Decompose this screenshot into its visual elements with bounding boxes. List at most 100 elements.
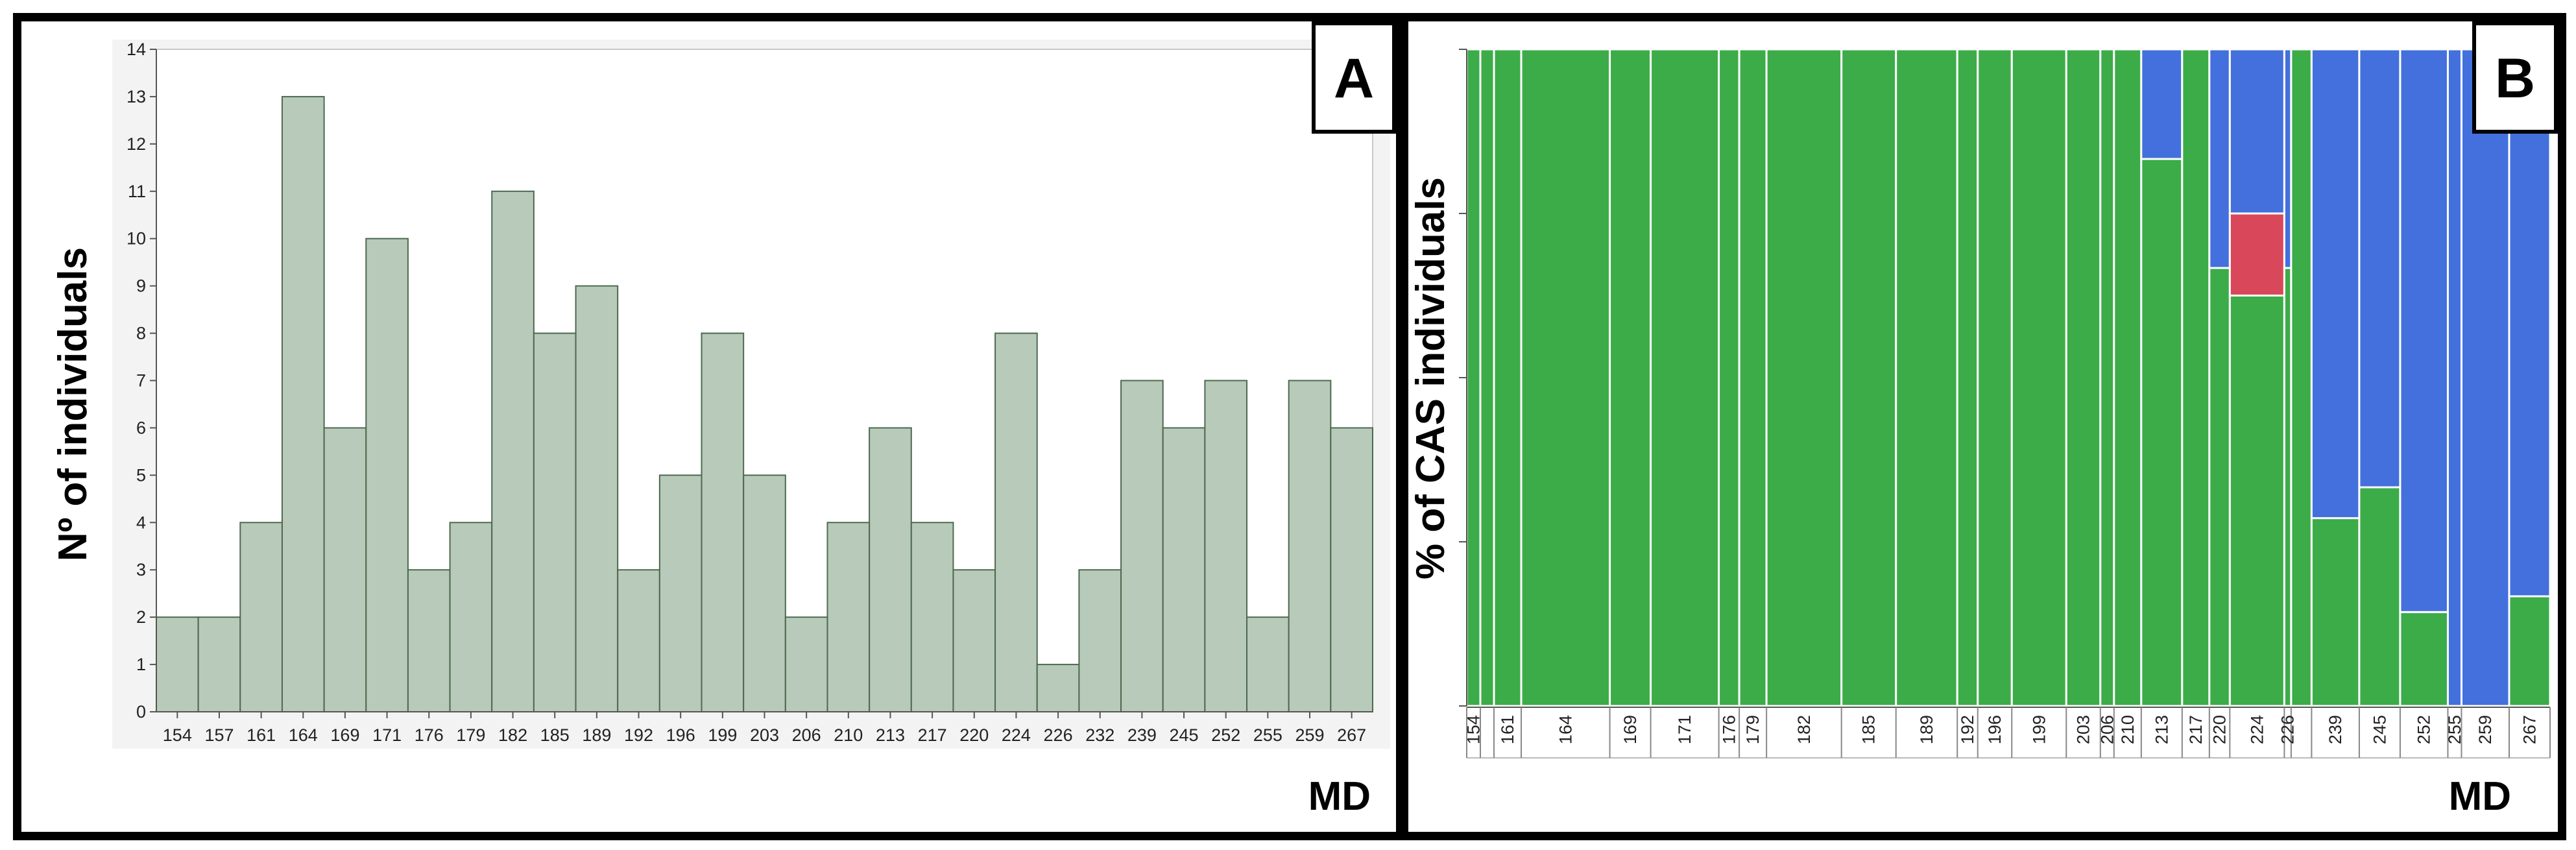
x-tick-label: 169 — [330, 725, 359, 745]
mosaic-segment-green — [2208, 267, 2231, 707]
x-tick-label: 161 — [247, 725, 276, 745]
y-tick-label: 7 — [136, 371, 146, 391]
x-tick-label: 213 — [876, 725, 905, 745]
x-tick-label: 199 — [708, 725, 737, 745]
x-tick-label: 267 — [1337, 725, 1366, 745]
mosaic-segment-green — [1895, 48, 1958, 707]
bar — [617, 569, 660, 713]
bar — [743, 474, 786, 712]
x-tick-label: 252 — [2414, 715, 2434, 744]
x-tick-label: 239 — [1127, 725, 1157, 745]
x-tick-label: 226 — [2278, 715, 2298, 744]
mosaic-segment-green — [2140, 158, 2184, 707]
mosaic-segment-green — [2113, 48, 2143, 707]
mosaic-segment-green — [2508, 595, 2551, 707]
x-tick-label: 164 — [1556, 715, 1575, 744]
bar — [1288, 380, 1332, 712]
mosaic-segment-blue — [2208, 48, 2231, 269]
x-tick-label: 224 — [2247, 715, 2267, 744]
x-tick-label: 226 — [1044, 725, 1073, 745]
bar — [281, 95, 325, 712]
bar — [239, 522, 283, 712]
x-tick-label: 206 — [792, 725, 821, 745]
bar — [575, 285, 619, 712]
x-tick-label: 199 — [2029, 715, 2049, 744]
x-tick-label: 239 — [2326, 715, 2345, 744]
panel-label-box — [1312, 21, 1396, 134]
x-tick-label: 192 — [1958, 715, 1977, 744]
x-tick-label: 189 — [1917, 715, 1936, 744]
y-axis-title: % of CAS individuals — [1408, 177, 1453, 579]
bar — [910, 522, 954, 712]
bar — [701, 332, 745, 713]
x-tick-label: 232 — [1085, 725, 1114, 745]
x-tick-label: 267 — [2520, 715, 2539, 744]
x-tick-label: 164 — [289, 725, 318, 745]
x-tick-label: 220 — [2210, 715, 2230, 744]
x-tick-label: 171 — [1675, 715, 1694, 744]
x-tick-label: 161 — [1498, 715, 1517, 744]
y-tick-label: 8 — [136, 324, 146, 343]
bar — [407, 569, 451, 713]
y-tick-label: 2 — [136, 607, 146, 627]
bar — [784, 616, 828, 713]
x-tick-label: 255 — [1253, 725, 1282, 745]
x-tick-label: 185 — [1859, 715, 1879, 744]
x-axis-title: MD — [2449, 774, 2511, 819]
mosaic-segment-blue — [2140, 48, 2184, 160]
x-tick-label: 185 — [540, 725, 570, 745]
mosaic-segment-green — [2065, 48, 2102, 707]
bar — [1078, 569, 1122, 713]
y-tick-label: 0 — [136, 702, 146, 722]
bar — [869, 427, 912, 713]
y-tick-label: 13 — [126, 87, 146, 106]
panel-b: 154 161 164 169 171 176 179 182 185 189 192 196 199 2… — [1400, 13, 2566, 840]
x-tick-label: 213 — [2152, 715, 2171, 744]
mosaic-segment-green — [2310, 517, 2361, 707]
y-tick-label: 4 — [136, 513, 146, 532]
mosaic-segment-green — [2099, 48, 2115, 707]
bar — [365, 237, 409, 712]
bar — [156, 616, 199, 713]
x-tick-label: 182 — [498, 725, 527, 745]
bar — [994, 332, 1038, 713]
mosaic-segment-green — [1479, 48, 1495, 707]
x-tick-label: 196 — [1985, 715, 2004, 744]
x-tick-label: 179 — [1743, 715, 1763, 744]
x-tick-label: 196 — [666, 725, 695, 745]
mosaic-segment-green — [2283, 267, 2293, 707]
mosaic-segment-green — [2181, 48, 2211, 707]
x-tick-label: 154 — [163, 725, 192, 745]
mosaic-segment-green — [1765, 48, 1843, 707]
bar — [1120, 380, 1164, 712]
mosaic-segment-blue — [2508, 48, 2551, 598]
bar — [533, 332, 577, 713]
x-tick-label: 245 — [2370, 715, 2389, 744]
mosaic-segment-blue — [2283, 48, 2293, 269]
mosaic-chart: 154 161 164 169 171 176 179 182 185 189 192 196 199 2… — [1408, 21, 2558, 819]
x-tick-label: 210 — [834, 725, 863, 745]
y-tick-label: 5 — [136, 465, 146, 485]
mosaic-segment-green — [1465, 48, 1482, 707]
mosaic-segment-blue — [2399, 48, 2449, 613]
bar — [1246, 616, 1290, 713]
y-axis-title: Nº of individuals — [51, 247, 95, 561]
x-tick-label: 255 — [2445, 715, 2464, 744]
y-tick-label: 11 — [128, 182, 146, 201]
mosaic-segment-green — [1840, 48, 1897, 707]
x-tick-label: 217 — [918, 725, 947, 745]
bar — [952, 569, 996, 713]
x-tick-label: 176 — [1719, 715, 1739, 744]
x-tick-label: 182 — [1794, 715, 1814, 744]
mosaic-segment-green — [2010, 48, 2067, 707]
mosaic-segment-green — [1609, 48, 1652, 707]
x-tick-label: 220 — [959, 725, 989, 745]
mosaic-segment-blue — [2358, 48, 2401, 489]
y-tick-label: 14 — [126, 40, 146, 59]
bar — [658, 474, 703, 712]
mosaic-segment-green — [1493, 48, 1523, 707]
bar — [197, 616, 241, 713]
bar — [491, 190, 535, 712]
